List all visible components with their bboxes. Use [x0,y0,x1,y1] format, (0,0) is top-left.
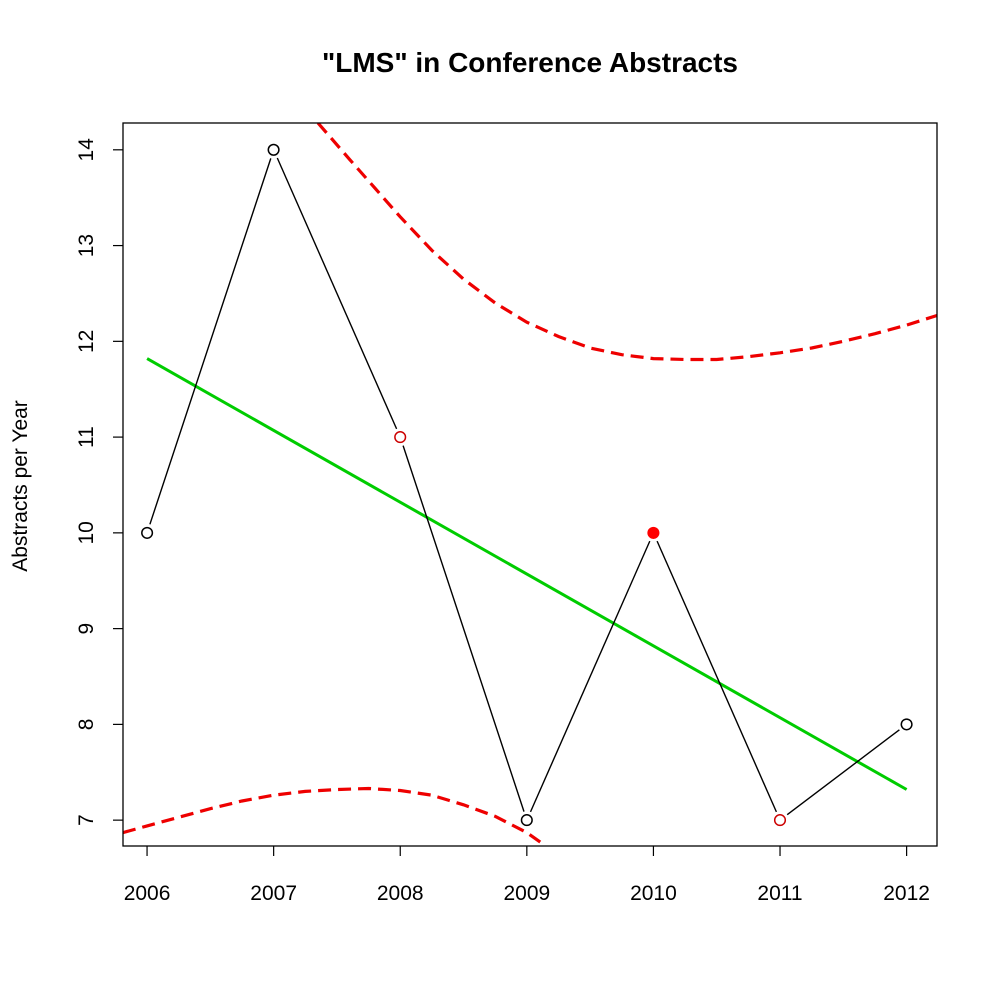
axes: 2006 2007 2008 2009 2010 2011 2012 7 8 9 10 11 12 13 1… [75,138,930,905]
y-tick-label: 9 [75,623,98,635]
series-segment [402,445,525,812]
y-axis-label: Abstracts per Year [9,400,32,572]
x-tick-label: 2009 [503,882,550,905]
series-segment [276,157,398,430]
lower-band-line [123,786,547,846]
x-tick-label: 2012 [883,882,930,905]
data-point [267,143,280,156]
y-tick-label: 7 [75,814,98,826]
chart-title: "LMS" in Conference Abstracts [322,47,738,78]
y-tick-label: 11 [75,426,98,448]
x-tick-label: 2007 [250,882,297,905]
y-tick-label: 8 [75,719,98,731]
series-segment [656,540,778,813]
upper-band-line [316,123,937,362]
y-tick-label: 14 [75,138,98,162]
data-point [900,718,913,731]
trend-line [146,357,908,791]
x-tick-label: 2008 [377,882,424,905]
data-point [773,814,787,827]
series-segment [529,540,651,813]
y-tick-label: 10 [75,521,98,544]
data-point [647,526,660,539]
series-segment [786,729,900,816]
x-tick-label: 2010 [630,882,677,905]
plot-area [123,123,937,846]
markers [141,143,913,827]
y-tick-label: 13 [75,234,98,257]
y-tick-label: 12 [75,330,98,353]
x-tick-label: 2006 [124,882,171,905]
series-segment [149,158,272,525]
data-point [520,814,533,827]
plot-frame [122,122,938,847]
data-point [394,431,407,444]
x-tick-label: 2011 [757,882,802,905]
data-point [141,526,154,539]
